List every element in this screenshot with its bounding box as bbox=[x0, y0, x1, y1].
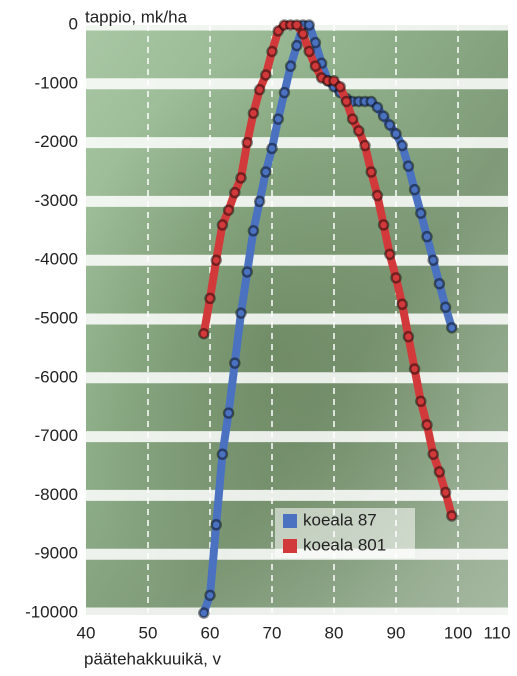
data-point bbox=[336, 82, 345, 91]
data-point bbox=[230, 359, 239, 368]
data-point bbox=[206, 294, 215, 303]
x-tick-label: 50 bbox=[139, 623, 158, 642]
data-point bbox=[423, 232, 432, 241]
data-point bbox=[237, 173, 246, 182]
data-point bbox=[249, 109, 258, 118]
data-point bbox=[392, 273, 401, 282]
data-point bbox=[423, 420, 432, 429]
data-point bbox=[249, 226, 258, 235]
data-point bbox=[255, 197, 264, 206]
data-point bbox=[218, 450, 227, 459]
data-point bbox=[261, 70, 270, 79]
data-point bbox=[348, 115, 357, 124]
y-tick-label: -7000 bbox=[35, 426, 78, 445]
data-point bbox=[392, 129, 401, 138]
data-point bbox=[311, 62, 320, 71]
x-axis-label: päätehakkuuikä, v bbox=[84, 649, 222, 668]
chart: tappio, mk/ha päätehakkuuikä, v koeala 8… bbox=[0, 0, 517, 671]
legend-label: koeala 801 bbox=[303, 535, 386, 554]
y-tick-label: -2000 bbox=[35, 132, 78, 151]
data-point bbox=[373, 191, 382, 200]
x-tick-label: 110 bbox=[483, 623, 510, 642]
data-point bbox=[243, 267, 252, 276]
data-point bbox=[398, 141, 407, 150]
data-point bbox=[410, 185, 419, 194]
data-point bbox=[280, 88, 289, 97]
page: {"chart_data": {"type": "line", "y_label… bbox=[0, 0, 517, 671]
data-point bbox=[398, 300, 407, 309]
data-point bbox=[361, 141, 370, 150]
data-point bbox=[237, 309, 246, 318]
data-point bbox=[299, 29, 308, 38]
legend-swatch bbox=[283, 514, 297, 528]
data-point bbox=[286, 62, 295, 71]
data-point bbox=[404, 332, 413, 341]
y-tick-label: -1000 bbox=[35, 73, 78, 92]
data-point bbox=[441, 303, 450, 312]
y-tick-label: -4000 bbox=[35, 250, 78, 269]
y-tick-label: -10000 bbox=[25, 602, 78, 621]
data-point bbox=[385, 250, 394, 259]
data-point bbox=[199, 609, 208, 618]
data-point bbox=[255, 85, 264, 94]
x-tick-label: 60 bbox=[201, 623, 220, 642]
data-point bbox=[429, 256, 438, 265]
data-point bbox=[354, 126, 363, 135]
data-point bbox=[212, 520, 221, 529]
x-tick-label: 70 bbox=[263, 623, 282, 642]
data-point bbox=[268, 144, 277, 153]
data-point bbox=[268, 47, 277, 56]
legend-swatch bbox=[283, 539, 297, 553]
data-point bbox=[292, 41, 301, 50]
data-point bbox=[410, 364, 419, 373]
data-point bbox=[385, 120, 394, 129]
data-point bbox=[367, 168, 376, 177]
data-point bbox=[435, 279, 444, 288]
data-point bbox=[224, 206, 233, 215]
data-point bbox=[416, 209, 425, 218]
data-point bbox=[416, 397, 425, 406]
data-point bbox=[274, 115, 283, 124]
y-tick-label: 0 bbox=[69, 14, 78, 33]
data-point bbox=[447, 511, 456, 520]
y-tick-label: -3000 bbox=[35, 191, 78, 210]
y-tick-label: -6000 bbox=[35, 367, 78, 386]
data-point bbox=[212, 256, 221, 265]
data-point bbox=[379, 112, 388, 121]
y-tick-label: -8000 bbox=[35, 485, 78, 504]
data-point bbox=[305, 47, 314, 56]
data-point bbox=[199, 329, 208, 338]
data-point bbox=[292, 21, 301, 30]
x-tick-label: 90 bbox=[387, 623, 406, 642]
x-tick-label: 40 bbox=[77, 623, 96, 642]
data-point bbox=[311, 38, 320, 47]
data-point bbox=[379, 220, 388, 229]
data-point bbox=[447, 323, 456, 332]
data-point bbox=[230, 188, 239, 197]
data-point bbox=[224, 409, 233, 418]
legend-label: koeala 87 bbox=[303, 510, 377, 529]
data-point bbox=[435, 467, 444, 476]
data-point bbox=[429, 450, 438, 459]
data-point bbox=[261, 168, 270, 177]
x-tick-label: 80 bbox=[325, 623, 344, 642]
data-point bbox=[206, 591, 215, 600]
y-axis-label: tappio, mk/ha bbox=[85, 7, 188, 26]
data-point bbox=[305, 21, 314, 30]
data-point bbox=[243, 138, 252, 147]
x-tick-label: 100 bbox=[444, 623, 472, 642]
data-point bbox=[342, 97, 351, 106]
y-tick-label: -9000 bbox=[35, 544, 78, 563]
data-point bbox=[218, 220, 227, 229]
y-tick-label: -5000 bbox=[35, 308, 78, 327]
data-point bbox=[404, 162, 413, 171]
data-point bbox=[441, 488, 450, 497]
data-point bbox=[373, 103, 382, 112]
